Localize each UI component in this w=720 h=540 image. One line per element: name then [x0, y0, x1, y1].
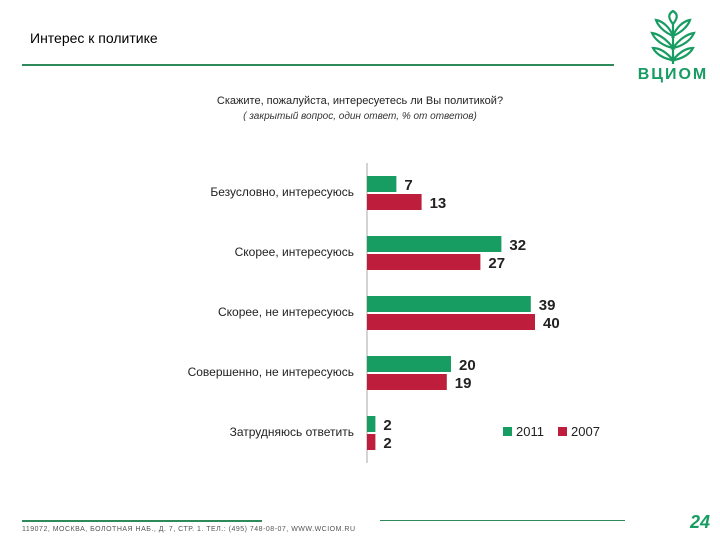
bar-2011: [367, 176, 397, 192]
bar-2011: [367, 296, 531, 312]
data-label: 27: [488, 255, 505, 272]
legend-swatch-2007: [558, 427, 567, 436]
category-label: Скорее, не интересуюсь: [218, 305, 354, 319]
category-label: Скорее, интересуюсь: [235, 245, 354, 259]
vciom-logo-icon: [650, 10, 696, 64]
data-label: 2: [383, 417, 391, 434]
data-label: 40: [543, 315, 560, 332]
category-label: Совершенно, не интересуюсь: [188, 365, 354, 379]
header-divider: [22, 64, 614, 66]
footer-address: 119072, МОСКВА, БОЛОТНАЯ НАБ., Д. 7, СТР…: [22, 526, 356, 533]
slide-title: Интерес к политике: [30, 30, 158, 46]
logo-text: ВЦИОМ: [637, 66, 709, 83]
legend-label: 2011: [516, 424, 544, 439]
data-label: 32: [509, 237, 526, 254]
bar-2007: [367, 434, 376, 450]
survey-question: Скажите, пожалуйста, интересуетесь ли Вы…: [216, 95, 504, 107]
bar-2007: [367, 374, 447, 390]
bar-2007: [367, 254, 481, 270]
data-label: 39: [539, 297, 556, 314]
survey-question-note: ( закрытый вопрос, один ответ, % от отве…: [243, 111, 477, 122]
data-label: 13: [430, 195, 447, 212]
page-number: 24: [689, 512, 710, 532]
bar-2007: [367, 314, 535, 330]
data-label: 2: [383, 435, 391, 452]
legend-swatch-2011: [503, 427, 512, 436]
category-label: Затрудняюсь ответить: [230, 425, 354, 439]
data-label: 20: [459, 357, 476, 374]
footer-divider-right: [380, 520, 625, 521]
category-label: Безусловно, интересуюсь: [210, 185, 354, 199]
bar-2011: [367, 416, 376, 432]
bar-2011: [367, 236, 502, 252]
legend-label: 2007: [571, 424, 600, 439]
data-label: 7: [404, 177, 412, 194]
bar-2007: [367, 194, 422, 210]
footer-divider-left: [22, 520, 262, 522]
bar-2011: [367, 356, 451, 372]
data-label: 19: [455, 375, 472, 392]
